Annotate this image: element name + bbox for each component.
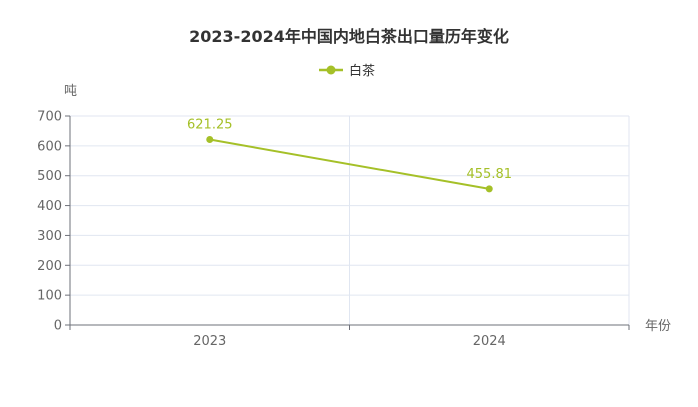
data-label: 621.25 <box>187 118 233 133</box>
y-tick-label: 400 <box>37 199 62 214</box>
x-axis-label: 年份 <box>645 319 671 334</box>
legend-marker-icon <box>326 65 336 75</box>
chart-title: 2023-2024年中国内地白茶出口量历年变化 <box>189 27 509 46</box>
y-axis-label: 吨 <box>64 84 77 99</box>
y-tick-label: 200 <box>37 259 62 274</box>
legend-label: 白茶 <box>349 63 375 79</box>
data-point[interactable] <box>206 136 214 144</box>
data-label: 455.81 <box>467 167 513 182</box>
grid <box>69 115 630 325</box>
series: 621.25 455.81 <box>187 118 512 193</box>
data-point[interactable] <box>485 185 493 193</box>
y-tick-label: 500 <box>37 169 62 184</box>
x-tick-label: 2023 <box>193 334 226 349</box>
y-tick-label: 100 <box>37 289 62 304</box>
axes: 0 100 200 300 400 500 600 700 2023 2024 <box>37 110 630 349</box>
y-tick-label: 0 <box>54 319 62 334</box>
y-tick-label: 300 <box>37 229 62 244</box>
y-tick-label: 600 <box>37 139 62 154</box>
x-tick-label: 2024 <box>473 334 506 349</box>
series-line <box>209 138 490 190</box>
legend[interactable]: 白茶 <box>319 63 375 79</box>
y-tick-label: 700 <box>37 110 62 125</box>
